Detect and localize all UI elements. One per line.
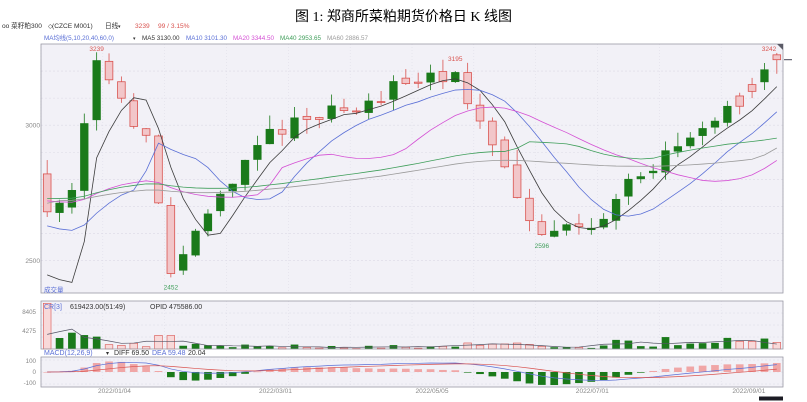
svg-text:-100: -100	[24, 380, 37, 387]
svg-text:0: 0	[33, 369, 37, 376]
svg-text:▾: ▾	[133, 36, 136, 42]
svg-text:3195: 3195	[448, 56, 463, 63]
svg-text:OPID 475586.00: OPID 475586.00	[150, 304, 202, 311]
svg-text:2022/07/01: 2022/07/01	[576, 388, 609, 395]
svg-text:3000: 3000	[25, 123, 40, 130]
svg-text:MA40 2953.65: MA40 2953.65	[280, 35, 321, 42]
svg-text:▾: ▾	[118, 24, 121, 30]
svg-text:MA均线(5,10,20,40,60,0): MA均线(5,10,20,40,60,0)	[44, 33, 114, 42]
svg-text:8405: 8405	[22, 309, 36, 316]
svg-text:3242: 3242	[762, 46, 777, 53]
svg-text:DEA 59.48: DEA 59.48	[152, 350, 186, 357]
svg-text:2022/03/01: 2022/03/01	[259, 388, 292, 395]
svg-text:MA20 3344.50: MA20 3344.50	[233, 35, 274, 42]
svg-text:2022/01/04: 2022/01/04	[98, 388, 131, 395]
svg-text:2596: 2596	[535, 243, 550, 250]
svg-text:4275: 4275	[22, 328, 36, 335]
svg-text:20.04: 20.04	[188, 350, 206, 357]
svg-text:2452: 2452	[164, 284, 179, 291]
svg-text:3239: 3239	[135, 23, 150, 30]
svg-text:DIFF 69.50: DIFF 69.50	[114, 350, 149, 357]
svg-text:日线: 日线	[105, 21, 119, 30]
svg-text:2500: 2500	[25, 258, 40, 265]
svg-text:3239: 3239	[89, 46, 104, 53]
svg-text:MA60 2886.57: MA60 2886.57	[327, 35, 368, 42]
svg-text:619423.00(51:49): 619423.00(51:49)	[70, 304, 125, 311]
svg-text:MA10 3101.30: MA10 3101.30	[186, 35, 227, 42]
svg-text:99 / 3.15%: 99 / 3.15%	[158, 23, 190, 30]
svg-text:成交量: 成交量	[44, 285, 64, 294]
svg-text:MA5 3130.00: MA5 3130.00	[142, 35, 180, 42]
svg-text:2022/05/05: 2022/05/05	[416, 388, 449, 395]
svg-text:oo 菜籽粕300: oo 菜籽粕300	[2, 21, 42, 30]
svg-text:100: 100	[26, 358, 37, 365]
svg-text:CR[3]: CR[3]	[44, 304, 62, 311]
svg-text:▾: ▾	[106, 351, 109, 357]
svg-text:MACD(12,26,9): MACD(12,26,9)	[44, 350, 93, 357]
svg-text:(CZCE M001): (CZCE M001)	[52, 23, 93, 30]
svg-text:2022/09/01: 2022/09/01	[732, 388, 765, 395]
